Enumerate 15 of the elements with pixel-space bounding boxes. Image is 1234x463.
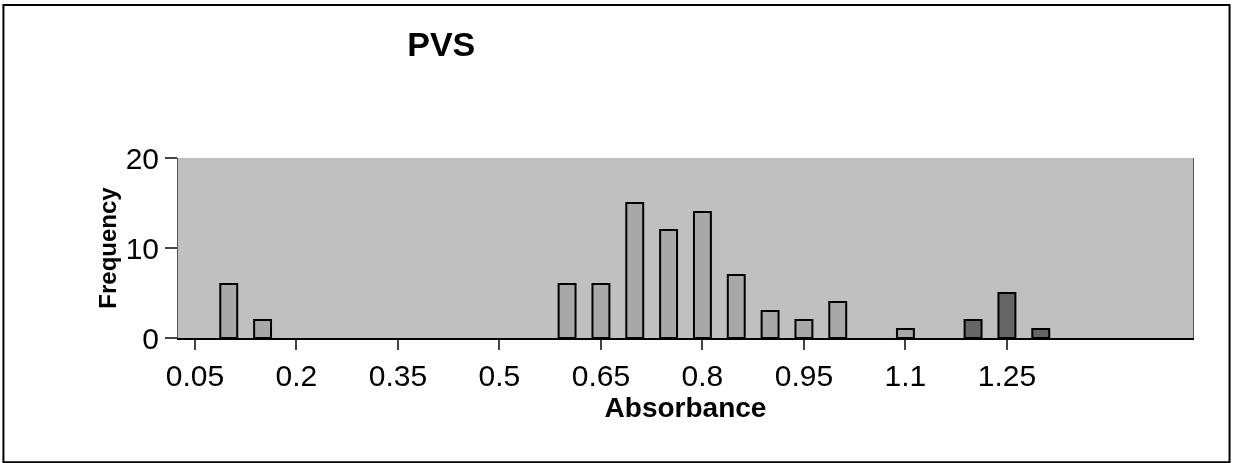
x-tick-label: 0.2 — [275, 359, 318, 392]
y-tick-label: 0 — [142, 321, 159, 355]
x-tick-label: 0.35 — [368, 359, 428, 392]
x-tick-label: 1.1 — [884, 359, 927, 392]
x-tick-label: 0.65 — [571, 359, 631, 392]
x-tick-label: 0.5 — [478, 359, 521, 392]
x-axis-title: Absorbance — [604, 392, 767, 423]
y-axis-title: Frequency — [93, 186, 121, 309]
x-tick-label: 0.8 — [681, 359, 724, 392]
x-tick-label: 1.25 — [977, 359, 1037, 392]
y-tick-label: 10 — [125, 231, 159, 265]
x-tick-label: 0.95 — [774, 359, 834, 392]
y-tick-label: 20 — [125, 141, 159, 175]
x-tick-label: 0.05 — [165, 359, 225, 392]
chart-title: PVS — [407, 25, 476, 64]
